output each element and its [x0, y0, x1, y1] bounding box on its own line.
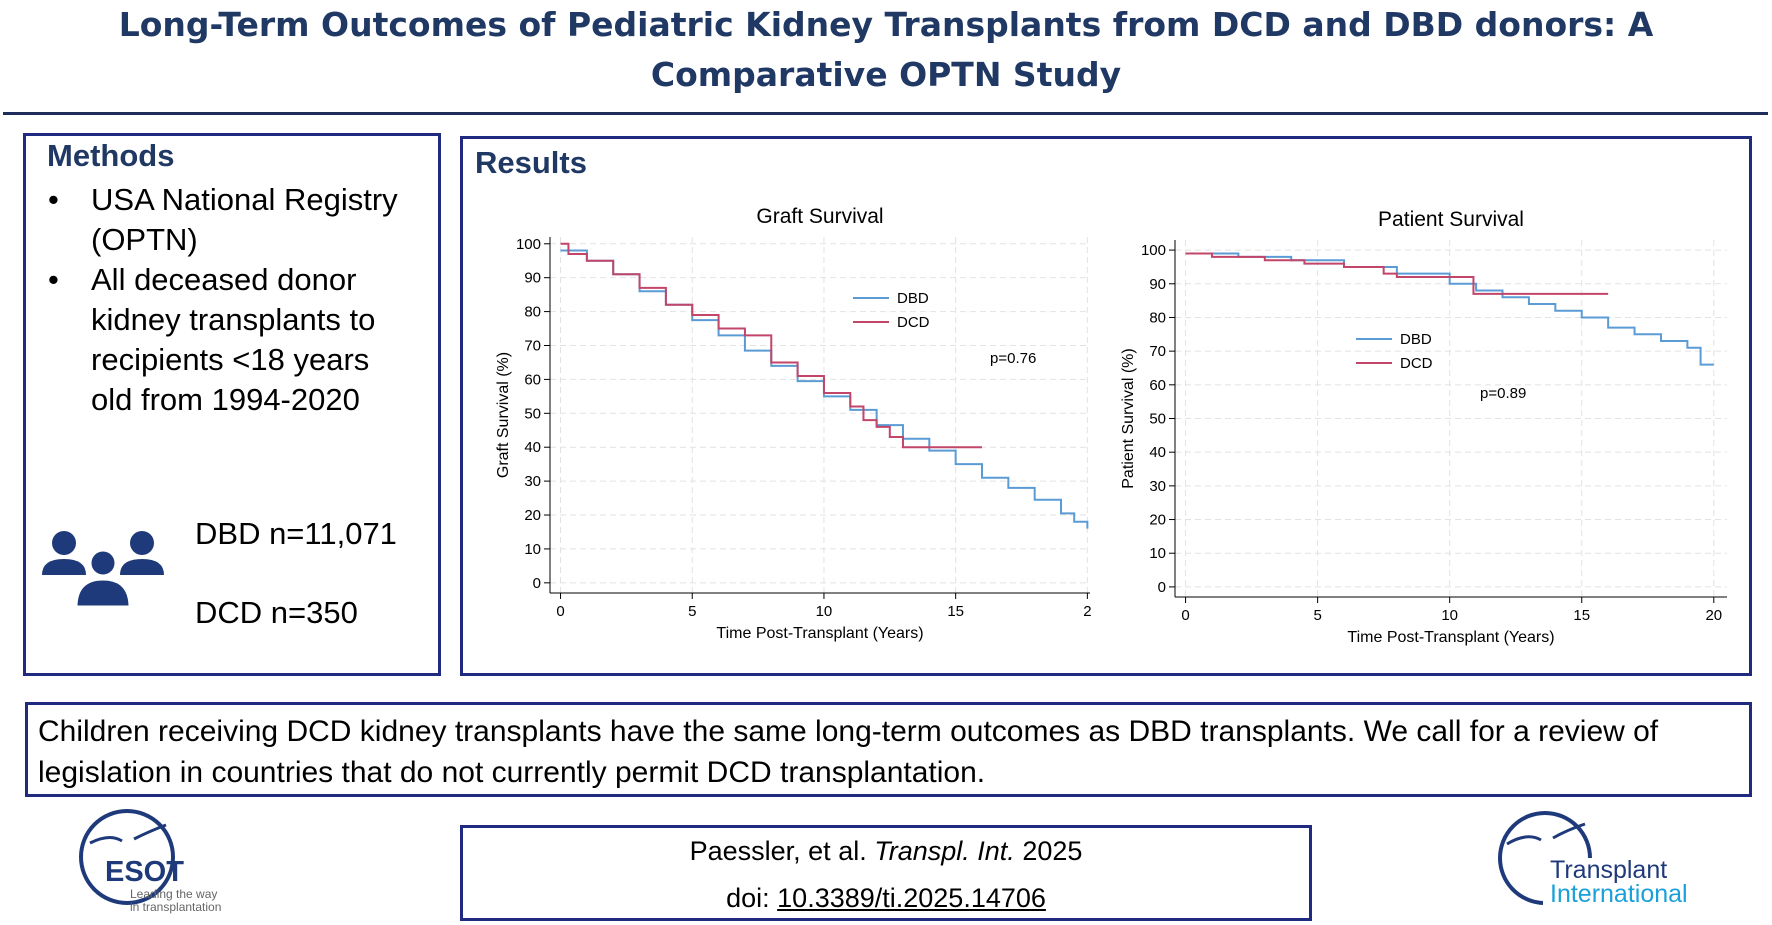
- citation-box: Paessler, et al. Transpl. Int. 2025 doi:…: [460, 825, 1312, 921]
- y-tick-label: 0: [1158, 579, 1166, 596]
- y-tick-label: 70: [1149, 343, 1166, 360]
- x-tick-label: 15: [947, 603, 964, 620]
- results-box: Results: [460, 136, 1752, 676]
- y-tick-label: 30: [1149, 478, 1166, 495]
- y-tick-label: 60: [524, 371, 541, 388]
- journal-logo: Transplant International: [1498, 811, 1733, 908]
- survival-curve: [1185, 252, 1714, 366]
- legend-label: DCD: [1400, 355, 1433, 372]
- citation-line: Paessler, et al. Transpl. Int. 2025: [463, 828, 1309, 875]
- y-tick-label: 100: [516, 236, 541, 253]
- citation-journal: Transpl. Int.: [874, 836, 1015, 866]
- x-tick-label: 2: [1083, 603, 1091, 620]
- esot-logo: ESOT Leading the way in transplantation: [79, 809, 221, 914]
- journal-name: International: [1550, 880, 1688, 908]
- y-tick-label: 30: [524, 473, 541, 490]
- esot-tagline: in transplantation: [130, 900, 221, 914]
- conclusion: Children receiving DCD kidney transplant…: [25, 702, 1752, 797]
- logo-ring: [79, 809, 175, 905]
- chart-title: Graft Survival: [756, 205, 883, 228]
- x-tick-label: 5: [1313, 607, 1321, 624]
- x-tick-label: 15: [1573, 607, 1590, 624]
- logo-mask: [1543, 858, 1733, 908]
- x-tick-label: 10: [1441, 607, 1458, 624]
- y-tick-label: 70: [524, 337, 541, 354]
- chart-title: Patient Survival: [1378, 208, 1524, 231]
- legend-label: DBD: [1400, 331, 1432, 348]
- legend-label: DCD: [897, 314, 930, 331]
- survival-curve: [560, 242, 982, 449]
- y-tick-label: 10: [1149, 545, 1166, 562]
- x-axis-label: Time Post-Transplant (Years): [1347, 629, 1554, 646]
- x-tick-label: 5: [688, 603, 696, 620]
- y-axis-label: Graft Survival (%): [495, 352, 512, 478]
- doi-link[interactable]: 10.3389/ti.2025.14706: [777, 883, 1046, 913]
- x-tick-label: 0: [1181, 607, 1189, 624]
- people-icon: [42, 531, 164, 609]
- y-tick-label: 90: [524, 270, 541, 287]
- citation-authors: Paessler, et al.: [689, 836, 867, 866]
- donor-count: DCD n=350: [195, 595, 358, 630]
- y-tick-label: 60: [1149, 377, 1166, 394]
- doi-line: doi: 10.3389/ti.2025.14706: [463, 875, 1309, 922]
- x-tick-label: 20: [1705, 607, 1722, 624]
- page-title: Long-Term Outcomes of Pediatric Kidney T…: [118, 5, 1654, 94]
- legend-label: DBD: [897, 290, 929, 307]
- x-tick-label: 0: [556, 603, 564, 620]
- methods-bullet: USA National Registry (OPTN): [26, 180, 406, 260]
- journal-name: Transplant: [1550, 856, 1667, 884]
- y-tick-label: 20: [524, 507, 541, 524]
- x-axis-label: Time Post-Transplant (Years): [716, 625, 923, 642]
- y-tick-label: 100: [1141, 242, 1166, 259]
- y-tick-label: 10: [524, 541, 541, 558]
- methods-box: Methods USA National Registry (OPTN) All…: [23, 133, 441, 676]
- y-tick-label: 40: [1149, 444, 1166, 461]
- survival-curve: [1185, 252, 1609, 295]
- y-tick-label: 80: [1149, 309, 1166, 326]
- logo-hands: [89, 823, 167, 845]
- title-rule: [3, 112, 1768, 115]
- methods-list: USA National Registry (OPTN) All decease…: [26, 180, 406, 420]
- methods-bullet: All deceased donor kidney transplants to…: [26, 260, 406, 420]
- y-tick-label: 0: [533, 575, 541, 592]
- x-tick-label: 10: [816, 603, 833, 620]
- citation-year: 2025: [1022, 836, 1083, 866]
- y-tick-label: 90: [1149, 276, 1166, 293]
- donor-count: DBD n=11,071: [195, 516, 397, 551]
- doi-prefix: doi:: [726, 883, 770, 913]
- y-tick-label: 80: [524, 304, 541, 321]
- logo-hands: [1506, 822, 1586, 846]
- esot-tagline: Leading the way: [130, 887, 217, 901]
- y-axis-label: Patient Survival (%): [1120, 348, 1137, 489]
- methods-heading: Methods: [47, 138, 175, 173]
- y-tick-label: 50: [524, 405, 541, 422]
- y-tick-label: 40: [524, 439, 541, 456]
- annotation: p=0.89: [1480, 385, 1526, 402]
- y-tick-label: 20: [1149, 512, 1166, 529]
- y-tick-label: 50: [1149, 411, 1166, 428]
- esot-name: ESOT: [105, 856, 184, 888]
- results-heading: Results: [475, 145, 587, 180]
- annotation: p=0.76: [990, 350, 1036, 367]
